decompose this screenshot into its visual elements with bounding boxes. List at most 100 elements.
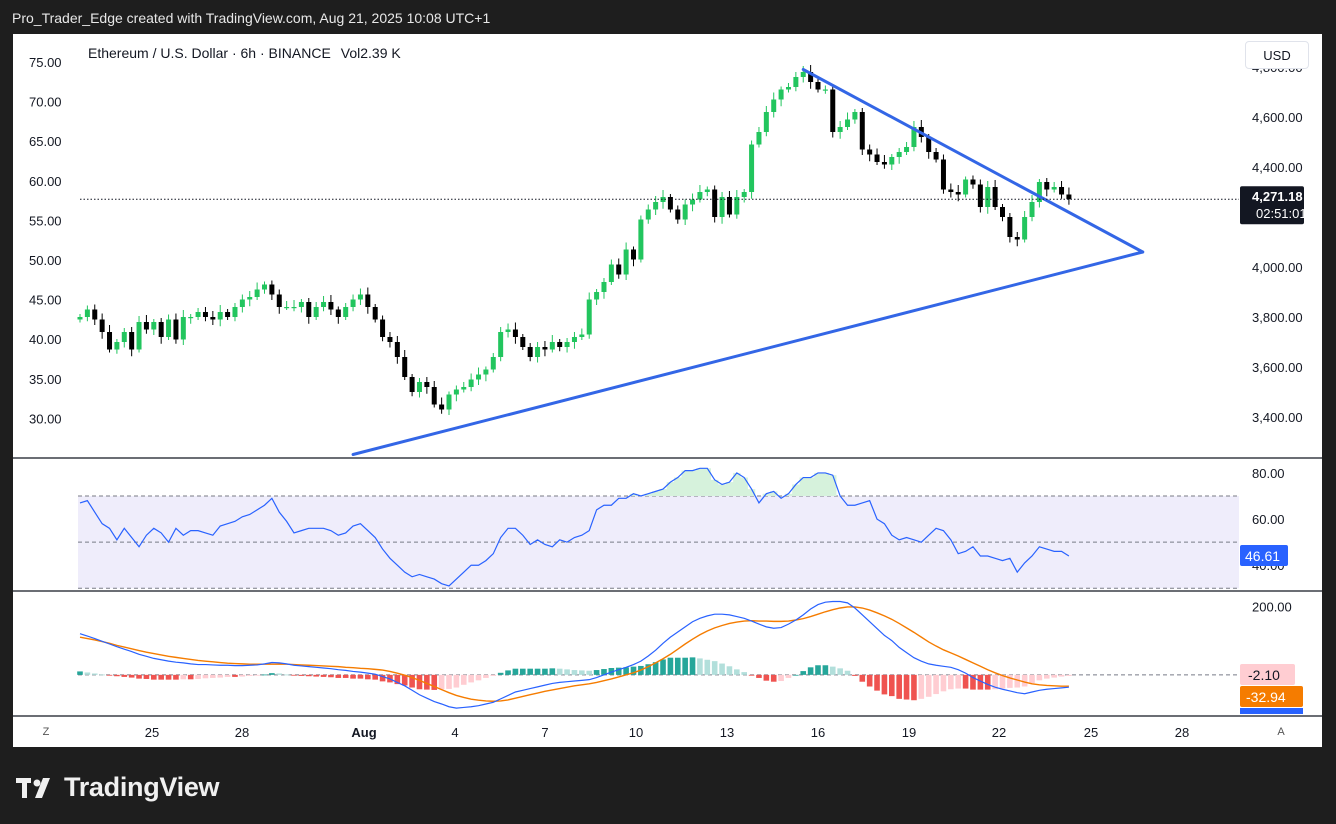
time-axis-tick: 25 (145, 725, 159, 740)
histogram-bar (615, 667, 622, 675)
histogram-bar (770, 674, 777, 682)
left-axis-tick: 35.00 (29, 372, 62, 387)
tradingview-logo[interactable]: TradingView (16, 772, 220, 803)
volume-label: Vol2.39 K (340, 45, 401, 61)
candle-body (121, 332, 127, 342)
histogram-bar (726, 666, 733, 675)
chart-canvas[interactable]: 75.00 70.00 65.00 60.00 55.00 50.00 45.00 40.00… (13, 34, 1322, 747)
chart-legend-header: Ethereum / U.S. Dollar · 6h · BINANCE Vol… (88, 45, 401, 61)
histogram-bar (977, 674, 984, 690)
candle-body (328, 302, 334, 310)
time-axis-tick: 4 (451, 725, 458, 740)
histogram-bar (785, 674, 792, 678)
candle-body (468, 379, 474, 387)
rsi-axis-tick: 60.00 (1252, 512, 1285, 527)
chart-card[interactable]: 75.00 70.00 65.00 60.00 55.00 50.00 45.00 40.00… (13, 34, 1322, 747)
candle-body (439, 404, 445, 410)
histogram-bar (505, 670, 511, 675)
candle-body (409, 377, 415, 392)
histogram-bar (822, 665, 829, 675)
histogram-bar (911, 674, 917, 701)
histogram-bar (660, 659, 666, 675)
histogram-bar (955, 674, 962, 689)
histogram-bar (800, 671, 807, 675)
time-axis-tick: 25 (1084, 725, 1098, 740)
histogram-bar (999, 674, 1006, 689)
histogram-bar (483, 674, 489, 678)
rsi-overbought-fill (629, 468, 837, 496)
left-axis-tick: 70.00 (29, 95, 62, 110)
candle-body (158, 322, 164, 337)
histogram-bar (933, 674, 939, 695)
histogram-bar (283, 674, 290, 676)
candle-body (542, 347, 548, 350)
symbol-name[interactable]: Ethereum / U.S. Dollar (88, 45, 229, 61)
header-separator: · (256, 45, 269, 61)
price-axis-tick: 3,400.00 (1252, 410, 1303, 425)
histogram-bar (335, 674, 342, 678)
candle-body (99, 319, 105, 332)
histogram-bar (372, 674, 378, 680)
histogram-bar (305, 674, 312, 677)
candle-body (202, 312, 208, 317)
candle-body (446, 394, 452, 410)
candle-body (247, 297, 253, 300)
histogram-bar (313, 674, 319, 677)
candle-body (387, 337, 393, 342)
auto-scale-button[interactable]: A (1277, 726, 1285, 738)
left-axis-tick: 50.00 (29, 253, 62, 268)
histogram-bar (608, 668, 615, 675)
candle-body (350, 299, 356, 307)
histogram-bar (763, 674, 770, 681)
timezone-toggle-button[interactable]: Z (42, 726, 50, 738)
histogram-bar (962, 674, 969, 689)
price-axis-tick: 3,800.00 (1252, 310, 1303, 325)
histogram-bar (940, 674, 947, 692)
candle-body (269, 284, 275, 295)
histogram-bar (630, 666, 637, 675)
histogram-bar (232, 674, 238, 677)
histogram-bar (534, 668, 541, 675)
candle-body (490, 357, 496, 370)
price-axis-tick: 4,000.00 (1252, 260, 1303, 275)
candle-body (505, 329, 511, 332)
candle-body (1014, 237, 1020, 240)
candle-body (697, 192, 703, 200)
histogram-bar (84, 672, 91, 675)
histogram-bar (645, 664, 652, 675)
candle-body (483, 369, 489, 375)
interval-label[interactable]: 6h (240, 45, 257, 61)
candle-body (638, 219, 644, 260)
macd-value-badge (1240, 708, 1303, 714)
histogram-bar (520, 668, 526, 675)
candle-body (210, 317, 216, 320)
candle-body (955, 192, 961, 195)
histogram-bar (77, 671, 83, 675)
candle-body (284, 307, 290, 309)
histogram-bar (1029, 674, 1035, 684)
candle-body (763, 112, 769, 132)
histogram-bar (180, 674, 187, 680)
currency-button[interactable]: USD (1245, 41, 1309, 69)
histogram-bar (564, 669, 570, 675)
histogram-bar (202, 674, 209, 679)
histogram-bar (446, 674, 452, 689)
candle-body (535, 347, 541, 357)
candle-body (416, 382, 422, 392)
histogram-bar (224, 674, 231, 677)
candle-body (859, 112, 865, 150)
histogram-bar (859, 674, 866, 682)
candle-body (845, 119, 851, 127)
price-axis-tick: 4,600.00 (1252, 110, 1303, 125)
time-axis-tick: 22 (992, 725, 1006, 740)
candle-body (254, 289, 260, 297)
candle-body (476, 374, 482, 380)
candle-body (232, 307, 238, 317)
candle-body (549, 342, 555, 350)
candle-body (225, 312, 231, 317)
macd-signal-line (79, 606, 1069, 702)
histogram-bar (992, 674, 998, 690)
histogram-bar (99, 674, 105, 676)
histogram-bar (1014, 674, 1021, 688)
time-axis-tick: 13 (720, 725, 734, 740)
